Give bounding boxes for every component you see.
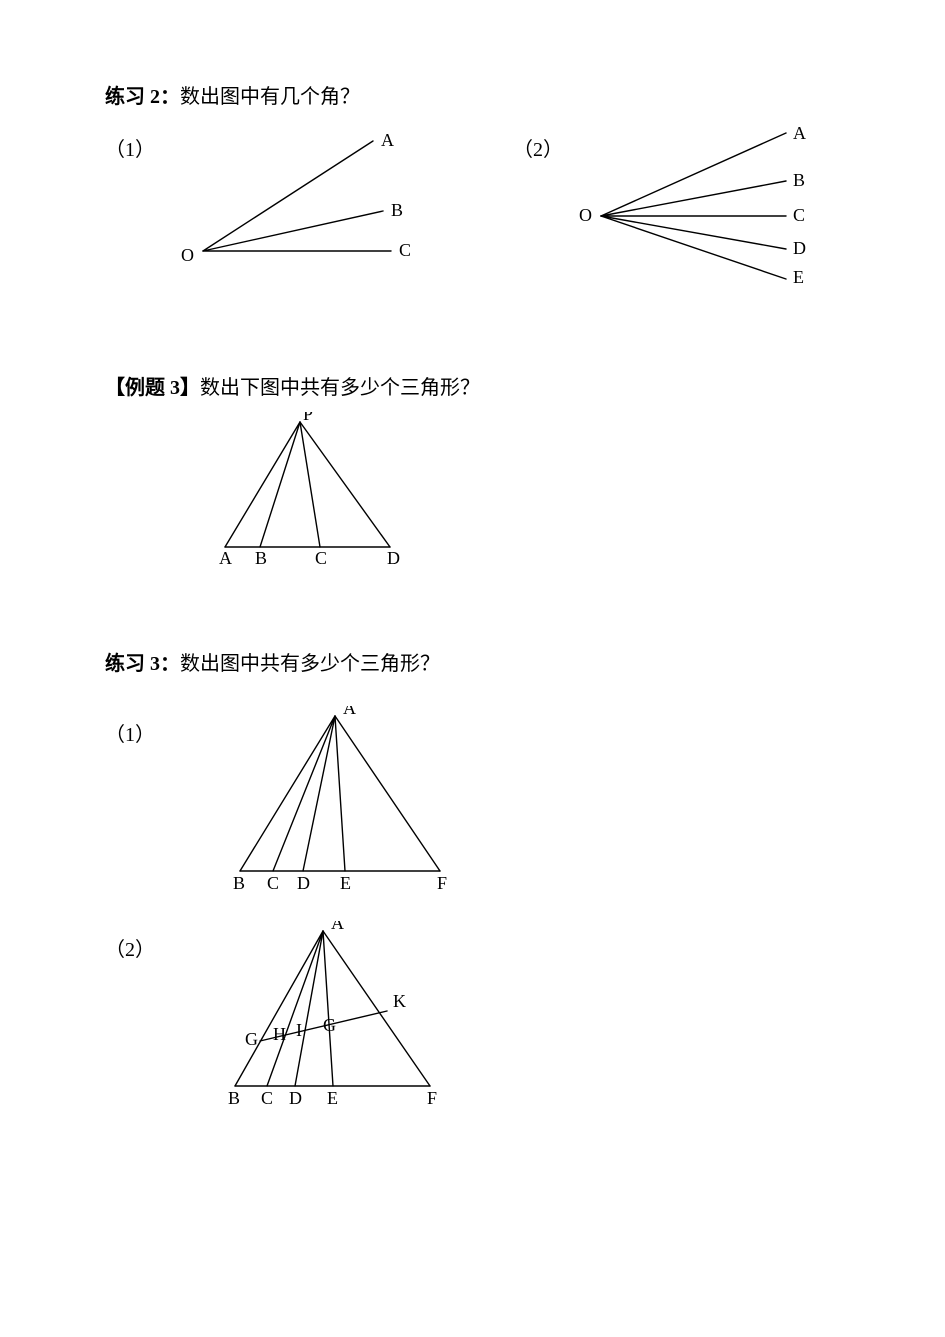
angle-diagram-2: O A BCDE (571, 121, 821, 301)
svg-text:F: F (427, 1088, 437, 1108)
svg-text:E: E (793, 267, 804, 287)
svg-text:H: H (273, 1024, 286, 1044)
svg-text:B: B (793, 170, 805, 190)
page: 练习 2：数出图中有几个角？ （1） OABC （2） OABCDE 【例题 3… (0, 0, 945, 1176)
svg-text:A: A (343, 706, 356, 718)
exercise2-part2-label: （2） (513, 121, 563, 162)
exercise3-heading: 练习 3：数出图中共有多少个三角形？ (105, 647, 840, 676)
exercise3-part2-label: （2） (105, 921, 155, 962)
exercise3-text: 数出图中共有多少个三角形？ (180, 653, 440, 675)
svg-text:E: E (340, 873, 351, 893)
exercise2-part1-label: （1） (105, 121, 155, 162)
svg-text:G: G (323, 1015, 336, 1035)
svg-text:P: P (303, 412, 313, 424)
exercise2-text: 数出图中有几个角？ (180, 86, 360, 108)
example3-prefix: 【例题 3】 (105, 377, 200, 399)
exercise2-heading: 练习 2：数出图中有几个角？ (105, 80, 840, 109)
svg-text:A: A (219, 548, 232, 568)
exercise2-prefix: 练习 2： (105, 86, 180, 108)
svg-text:D: D (387, 548, 400, 568)
svg-text:O: O (181, 245, 194, 265)
svg-text:F: F (437, 873, 447, 893)
example3-text: 数出下图中共有多少个三角形？ (200, 377, 480, 399)
example3-figure-wrap: P A B C D (205, 412, 415, 577)
exercise3-prefix: 练习 3： (105, 653, 180, 675)
triangle-diagram-ex3-2: ABCDEFGHIGK (215, 921, 455, 1116)
svg-text:A: A (381, 130, 394, 150)
svg-text:C: C (261, 1088, 273, 1108)
svg-text:C: C (399, 240, 411, 260)
svg-text:C: C (315, 548, 327, 568)
svg-text:G: G (245, 1029, 258, 1049)
svg-text:B: B (228, 1088, 240, 1108)
exercise2-part1: （1） O A BC (105, 121, 433, 281)
example3-figure-row: P A B C D (105, 412, 840, 577)
exercise3-part2-row: （2） ABCDEFGHIGK (105, 921, 840, 1116)
exercise2-part2: （2） O A BCDE (513, 121, 821, 301)
svg-text:A: A (793, 123, 806, 143)
svg-text:A: A (331, 921, 344, 933)
exercise2-figures-row: （1） OABC （2） OABCDE (105, 121, 840, 301)
svg-text:E: E (327, 1088, 338, 1108)
svg-text:D: D (289, 1088, 302, 1108)
svg-text:D: D (793, 238, 806, 258)
triangle-diagram-ex3-1: A B CD E F (215, 706, 465, 901)
exercise3-part1-label: （1） (105, 706, 155, 747)
svg-text:B: B (391, 200, 403, 220)
example3-heading: 【例题 3】数出下图中共有多少个三角形？ (105, 371, 840, 400)
svg-text:I: I (296, 1020, 302, 1040)
svg-text:D: D (297, 873, 310, 893)
svg-text:O: O (579, 205, 592, 225)
svg-text:C: C (793, 205, 805, 225)
triangle-diagram-example3: P A B C D (205, 412, 415, 577)
svg-text:K: K (393, 991, 406, 1011)
svg-text:B: B (233, 873, 245, 893)
svg-text:B: B (255, 548, 267, 568)
angle-diagram-1: O A BC (163, 121, 433, 281)
exercise3-part1-row: （1） A B CD E F (105, 706, 840, 901)
svg-text:C: C (267, 873, 279, 893)
